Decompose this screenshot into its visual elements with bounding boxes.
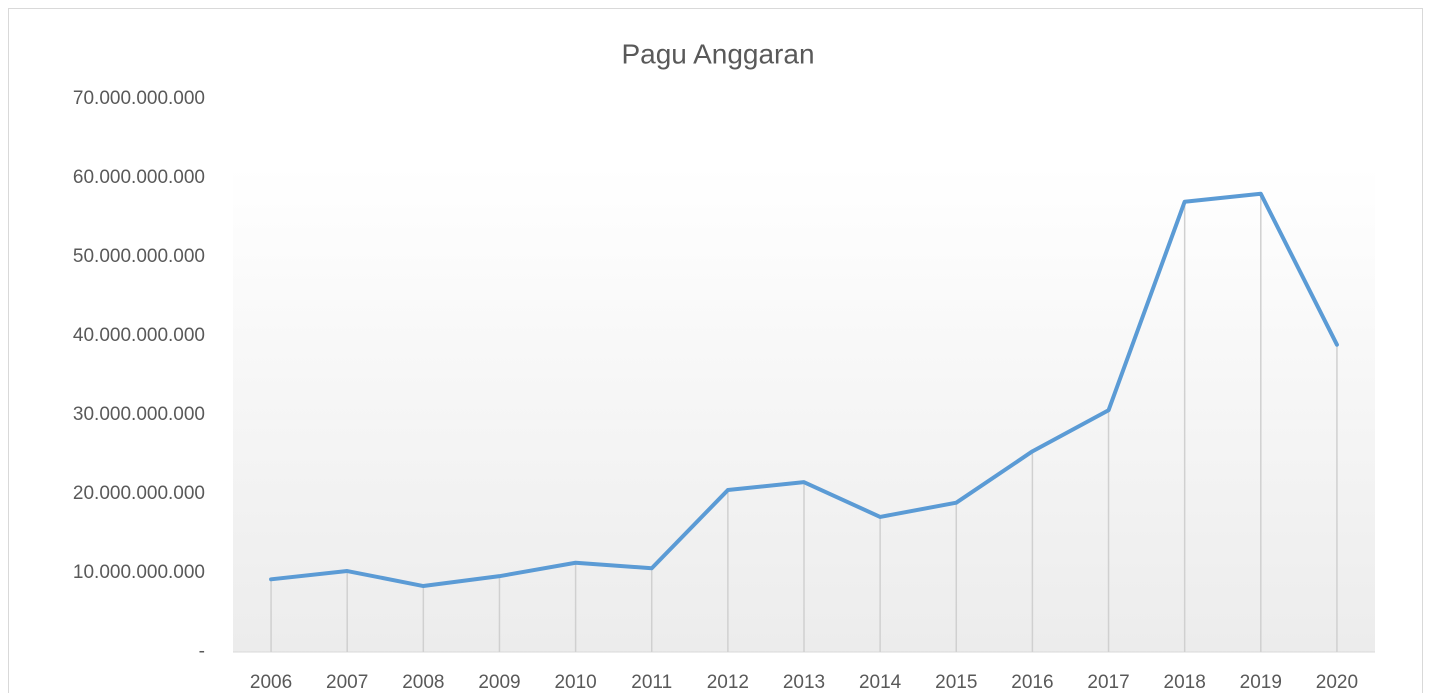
x-tick-label: 2020 — [1316, 672, 1358, 693]
y-tick-label: 60.000.000.000 — [73, 167, 205, 188]
y-tick-label: 50.000.000.000 — [73, 246, 205, 267]
y-tick-label: 70.000.000.000 — [73, 88, 205, 109]
x-tick-label: 2010 — [554, 672, 596, 693]
x-tick-label: 2019 — [1240, 672, 1282, 693]
x-tick-label: 2008 — [402, 672, 444, 693]
x-tick-label: 2017 — [1087, 672, 1129, 693]
x-tick-label: 2006 — [250, 672, 292, 693]
x-tick-label: 2011 — [631, 672, 672, 693]
y-tick-label: 20.000.000.000 — [73, 483, 205, 504]
x-tick-label: 2014 — [859, 672, 902, 693]
x-tick-label: 2012 — [707, 672, 749, 693]
x-tick-label: 2018 — [1164, 672, 1206, 693]
data-line — [269, 191, 1339, 589]
y-tick-label: 30.000.000.000 — [73, 404, 205, 425]
x-tick-label: 2013 — [783, 672, 825, 693]
y-tick-label: 40.000.000.000 — [73, 325, 205, 346]
x-tick-label: 2015 — [935, 672, 977, 693]
y-tick-label: - — [199, 641, 205, 662]
chart-title: Pagu Anggaran — [621, 38, 814, 69]
x-tick-label: 2016 — [1011, 672, 1053, 693]
y-tick-label: 10.000.000.000 — [73, 562, 205, 583]
x-tick-label: 2007 — [326, 672, 368, 693]
x-tick-label: 2009 — [478, 672, 520, 693]
